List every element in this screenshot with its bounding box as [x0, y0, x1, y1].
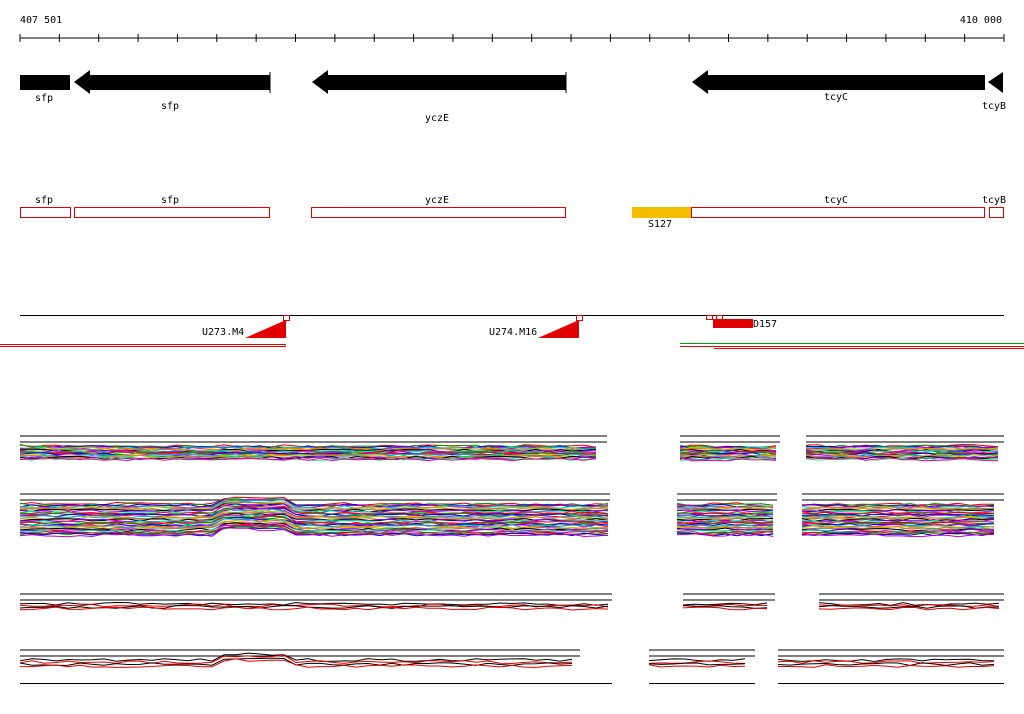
- profile-line: [19, 457, 597, 462]
- expression-profiles: [19, 435, 1004, 684]
- profile-line: [20, 658, 573, 668]
- gene-arrows: [20, 70, 1003, 94]
- profile-line: [682, 606, 768, 611]
- profile-line: [676, 516, 774, 520]
- profile-line: [676, 526, 774, 530]
- gene-arrow: [74, 70, 270, 94]
- profile-line: [676, 521, 774, 525]
- profile-line: [19, 496, 609, 506]
- marker-square: [283, 315, 290, 321]
- profile-line: [19, 518, 609, 529]
- profile-line: [801, 508, 995, 513]
- profile-line: [19, 512, 609, 523]
- profile-line: [19, 654, 573, 665]
- profile-line: [19, 453, 597, 458]
- feature-box: [691, 207, 985, 218]
- profile-line: [818, 606, 1000, 611]
- ruler-ticks: [19, 34, 1005, 42]
- profile-line: [19, 499, 609, 510]
- profile-line: [19, 606, 609, 611]
- profile-line: [676, 509, 774, 513]
- profile-line: [818, 605, 1000, 609]
- profile-line: [19, 450, 597, 455]
- feature-label: tcyB: [982, 195, 1006, 206]
- feature-label: tcyC: [824, 195, 848, 206]
- gene-arrow: [20, 75, 70, 90]
- profile-line: [648, 658, 746, 662]
- ruler-end: 410 000: [960, 15, 1002, 26]
- marker-triangle: [245, 320, 286, 338]
- gene-arrow: [692, 70, 985, 94]
- profile-line: [676, 533, 774, 537]
- marker-square: [706, 315, 713, 320]
- gene-label: tcyB: [982, 101, 1006, 112]
- profile-line: [777, 662, 995, 667]
- profile-line: [19, 514, 608, 524]
- gene-arrow: [988, 72, 1003, 93]
- profile-line: [648, 662, 746, 666]
- profile-line: [805, 448, 999, 452]
- profile-line: [19, 523, 609, 534]
- marker-triangle: [538, 320, 579, 338]
- marker-label: U273.M4: [202, 327, 244, 338]
- profile-line: [778, 664, 995, 668]
- profile-line: [19, 603, 609, 608]
- profile-line: [648, 660, 746, 664]
- profile-line: [19, 511, 609, 521]
- marker-label: U274.M16: [489, 327, 537, 338]
- feature-label: yczE: [425, 195, 449, 206]
- profile-line: [677, 512, 774, 516]
- feature-box: [74, 207, 270, 218]
- profile-line: [648, 664, 746, 668]
- gene-label: sfp: [161, 101, 179, 112]
- profile-line: [676, 529, 774, 533]
- feature-highlight: [632, 207, 691, 218]
- profile-line: [19, 601, 609, 606]
- profile-line: [801, 526, 995, 530]
- profile-line: [19, 455, 597, 460]
- feature-box: [989, 207, 1004, 218]
- feature-label: sfp: [161, 195, 179, 206]
- profile-line: [679, 448, 777, 453]
- feature-boxes: [20, 207, 1004, 218]
- profile-line: [19, 527, 609, 538]
- feature-label: sfp: [35, 195, 53, 206]
- profile-line: [801, 533, 995, 538]
- ruler-start: 407 501: [20, 15, 62, 26]
- profile-line: [676, 519, 774, 523]
- profile-line: [682, 602, 768, 606]
- profile-line: [679, 457, 777, 461]
- feature-box: [311, 207, 566, 218]
- profile-line: [801, 504, 995, 509]
- gene-arrow: [312, 70, 566, 94]
- profile-line: [801, 532, 995, 537]
- gene-label: sfp: [35, 93, 53, 104]
- profile-line: [19, 498, 609, 508]
- feature-box: [20, 207, 71, 218]
- marker-label: D157: [753, 319, 777, 330]
- profile-line: [777, 660, 995, 664]
- marker-square: [716, 315, 723, 320]
- profile-line: [818, 604, 1000, 607]
- marker-square: [576, 315, 583, 321]
- profile-line: [679, 457, 777, 462]
- profile-line: [805, 453, 999, 458]
- feature-label: S127: [648, 219, 672, 230]
- profile-line: [805, 457, 999, 462]
- gene-label: tcyC: [824, 92, 848, 103]
- gene-label: yczE: [425, 113, 449, 124]
- profile-line: [19, 652, 573, 662]
- profile-line: [801, 502, 994, 506]
- marker-block: [713, 319, 753, 328]
